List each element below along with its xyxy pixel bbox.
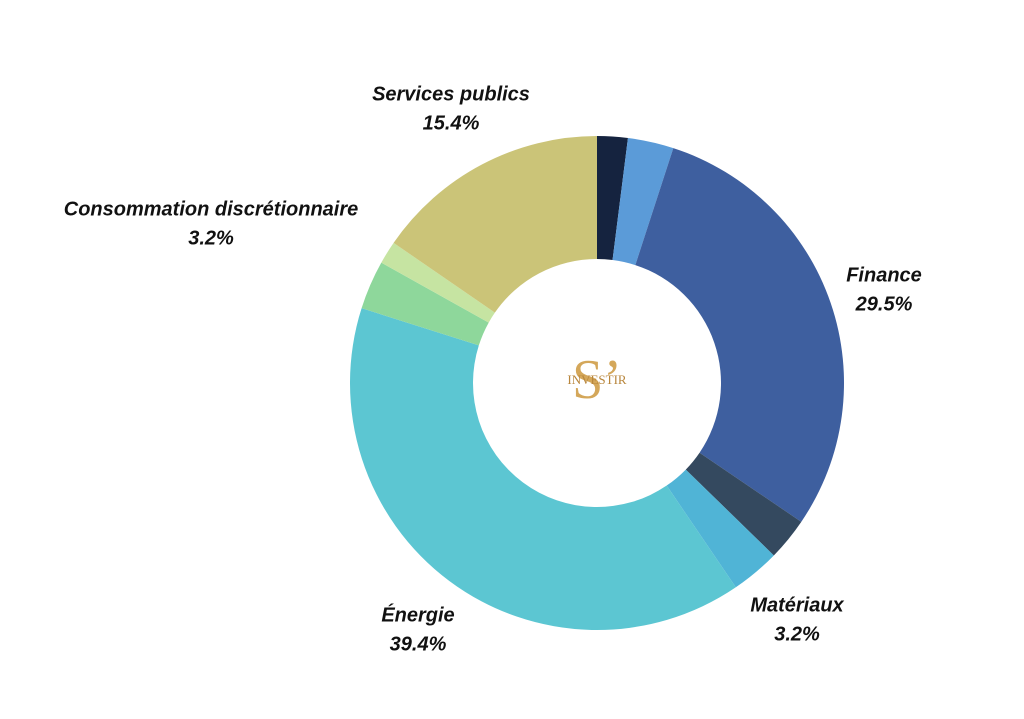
- slice-label: Matériaux: [750, 594, 844, 616]
- slice: [361, 262, 489, 346]
- slice: [381, 242, 495, 323]
- logo-text: INVESTIR: [567, 372, 627, 387]
- slice-value: 15.4%: [423, 112, 480, 134]
- slice: [685, 452, 802, 556]
- slice: [597, 136, 628, 260]
- slice: [635, 148, 844, 522]
- slice-value: 39.4%: [390, 633, 447, 655]
- slice: [393, 136, 597, 313]
- slice-value: 29.5%: [855, 293, 913, 315]
- donut: [349, 136, 844, 630]
- labels: Finance 29.5% Matériaux 3.2% Énergie 39.4% Con…: [64, 83, 922, 655]
- slice-label: Finance: [846, 264, 922, 286]
- slice: [612, 137, 674, 266]
- slice-value: 3.2%: [188, 227, 234, 249]
- slice-label: Énergie: [381, 603, 454, 626]
- logo-mark: S’: [572, 349, 622, 411]
- slice: [349, 308, 736, 630]
- slice-label: Consommation discrétionnaire: [64, 198, 359, 220]
- slice-label: Services publics: [372, 83, 530, 105]
- slice-value: 3.2%: [774, 623, 820, 645]
- slice: [666, 469, 774, 588]
